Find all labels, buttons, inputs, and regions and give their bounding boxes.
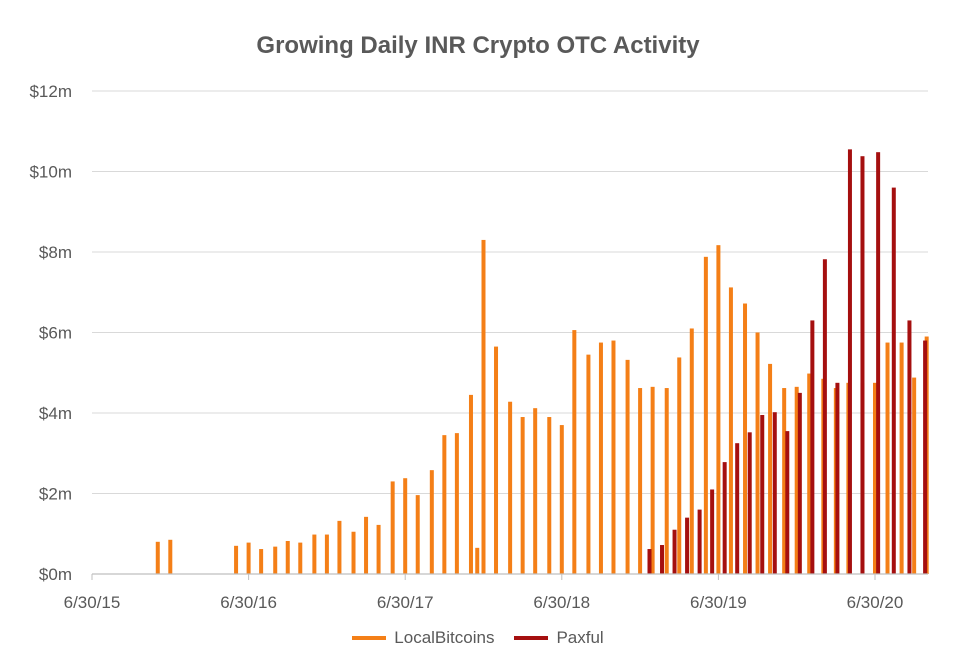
- y-tick-label: $8m: [39, 243, 72, 262]
- bar-localbitcoins: [337, 520, 342, 574]
- bar-localbitcoins: [285, 540, 290, 574]
- bar-paxful: [672, 529, 677, 574]
- bar-paxful: [835, 382, 840, 574]
- bar-paxful: [735, 443, 740, 574]
- bar-localbitcoins: [716, 245, 721, 574]
- bar-localbitcoins: [703, 256, 708, 574]
- x-tick-label: 6/30/16: [220, 593, 277, 612]
- bar-localbitcoins: [664, 388, 669, 574]
- bar-localbitcoins: [273, 546, 278, 574]
- y-tick-label: $2m: [39, 485, 72, 504]
- bar-paxful: [797, 392, 802, 574]
- bar-localbitcoins: [547, 417, 552, 574]
- bar-localbitcoins: [298, 542, 303, 574]
- legend-swatch-paxful: [514, 636, 549, 640]
- bar-paxful: [697, 509, 702, 574]
- bar-localbitcoins: [312, 534, 317, 574]
- bar-paxful: [685, 517, 690, 574]
- bar-paxful: [822, 259, 827, 574]
- bar-localbitcoins: [468, 394, 473, 574]
- bar-localbitcoins: [912, 377, 917, 574]
- bar-localbitcoins: [899, 342, 904, 574]
- chart-title: Growing Daily INR Crypto OTC Activity: [256, 32, 700, 59]
- bar-localbitcoins: [390, 481, 395, 574]
- bar-localbitcoins: [586, 354, 591, 574]
- bar-localbitcoins: [351, 531, 356, 574]
- bar-localbitcoins: [782, 388, 787, 574]
- bar-localbitcoins: [234, 545, 239, 574]
- bar-paxful: [710, 489, 715, 574]
- bar-localbitcoins: [508, 401, 513, 574]
- bar-localbitcoins: [755, 332, 760, 574]
- bar-localbitcoins: [559, 425, 564, 574]
- bar-localbitcoins: [454, 433, 459, 574]
- bar-localbitcoins: [768, 363, 773, 574]
- bar-paxful: [647, 549, 652, 574]
- legend-swatch-localbitcoins: [352, 636, 387, 640]
- bar-localbitcoins: [415, 495, 420, 574]
- bar-localbitcoins: [364, 516, 369, 574]
- bar-localbitcoins: [533, 408, 538, 574]
- x-axis-ticks: 6/30/15 6/30/16 6/30/17 6/30/18 6/30/19 6/30/…: [64, 574, 904, 612]
- bar-paxful: [660, 545, 665, 574]
- bar-localbitcoins: [743, 303, 748, 574]
- bar-localbitcoins: [689, 328, 694, 574]
- bar-paxful: [907, 320, 912, 574]
- legend-label-paxful: Paxful: [556, 628, 604, 647]
- bar-localbitcoins: [481, 239, 486, 575]
- bar-localbitcoins: [324, 534, 329, 574]
- bar-localbitcoins: [598, 342, 603, 574]
- bar-localbitcoins: [520, 417, 525, 574]
- x-tick-label: 6/30/17: [377, 593, 434, 612]
- y-tick-label: $0m: [39, 565, 72, 584]
- bar-paxful: [810, 320, 815, 574]
- legend-item-localbitcoins: LocalBitcoins: [352, 628, 494, 648]
- bar-localbitcoins: [246, 542, 251, 574]
- bar-localbitcoins: [625, 359, 630, 574]
- bar-localbitcoins: [259, 549, 264, 574]
- bar-localbitcoins: [650, 386, 655, 574]
- x-tick-label: 6/30/18: [533, 593, 590, 612]
- x-tick-label: 6/30/19: [690, 593, 747, 612]
- bar-paxful: [772, 412, 777, 574]
- bar-localbitcoins: [403, 478, 408, 574]
- bar-paxful: [891, 187, 896, 574]
- bar-localbitcoins: [873, 382, 877, 574]
- bar-localbitcoins: [376, 524, 381, 574]
- bars: [155, 149, 929, 575]
- y-tick-label: $12m: [29, 82, 72, 101]
- x-tick-label: 6/30/15: [64, 593, 121, 612]
- bar-localbitcoins: [475, 547, 480, 574]
- bar-paxful: [722, 462, 727, 574]
- bar-localbitcoins: [807, 373, 812, 574]
- bar-paxful: [847, 149, 852, 575]
- legend-label-localbitcoins: LocalBitcoins: [394, 628, 495, 647]
- bar-paxful: [876, 152, 881, 574]
- legend-item-paxful: Paxful: [514, 628, 604, 648]
- legend: LocalBitcoins Paxful: [0, 628, 956, 648]
- x-tick-label: 6/30/20: [847, 593, 904, 612]
- bar-localbitcoins: [155, 541, 160, 574]
- bar-localbitcoins: [494, 346, 499, 574]
- bar-paxful: [760, 415, 765, 574]
- y-tick-label: $4m: [39, 404, 72, 423]
- bar-localbitcoins: [885, 342, 890, 574]
- bar-paxful: [923, 340, 928, 574]
- bar-paxful: [747, 432, 752, 574]
- bar-paxful: [860, 156, 865, 574]
- bar-localbitcoins: [677, 357, 682, 574]
- bar-localbitcoins: [728, 287, 733, 574]
- bar-localbitcoins: [442, 435, 447, 574]
- bar-paxful: [785, 431, 790, 574]
- bar-localbitcoins: [168, 539, 173, 574]
- y-tick-label: $6m: [39, 324, 72, 343]
- bar-localbitcoins: [794, 386, 799, 574]
- y-tick-label: $10m: [29, 163, 72, 182]
- bar-localbitcoins: [638, 388, 643, 574]
- bar-localbitcoins: [611, 340, 616, 574]
- bar-localbitcoins: [429, 470, 434, 574]
- bar-localbitcoins: [572, 330, 577, 574]
- y-axis-ticks: $0m $2m $4m $6m $8m $10m $12m: [29, 82, 72, 584]
